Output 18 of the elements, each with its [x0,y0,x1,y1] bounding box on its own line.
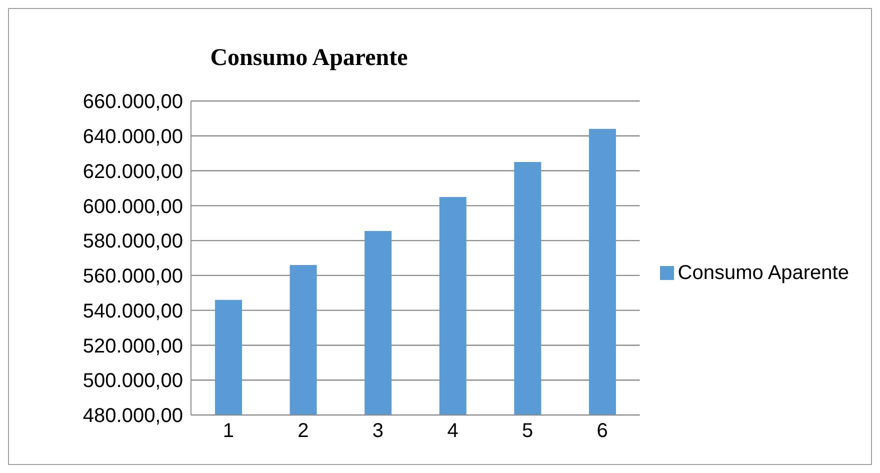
x-tick-label: 4 [447,420,458,442]
y-tick-label: 580.000,00 [82,230,183,253]
y-tick-label: 480.000,00 [82,405,183,428]
legend-label: Consumo Aparente [678,262,849,284]
y-tick-label: 500.000,00 [82,370,183,392]
y-tick-label: 640.000,00 [82,126,183,148]
y-tick-label: 620.000,00 [82,160,183,183]
x-tick-label: 6 [596,420,608,442]
y-tick-label: 660.000,00 [82,91,183,114]
x-tick-label: 5 [522,420,534,442]
y-tick-label: 540.000,00 [82,300,183,322]
y-tick-label: 600.000,00 [82,196,183,218]
x-tick-label: 1 [222,420,234,442]
x-tick-label: 3 [372,420,384,442]
y-tick-label: 560.000,00 [82,266,183,288]
chart-title: Consumo Aparente [209,45,409,72]
y-tick-label: 520.000,00 [82,335,183,358]
x-tick-label: 2 [298,420,309,442]
